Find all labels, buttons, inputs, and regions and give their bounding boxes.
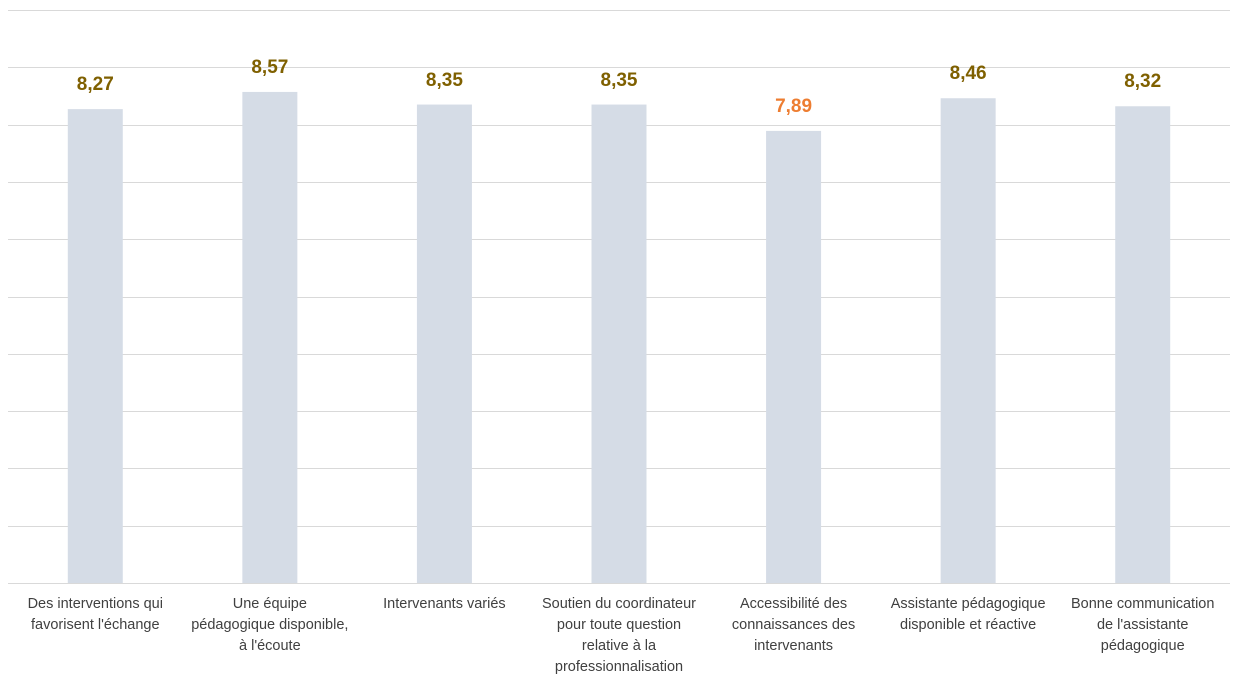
category-label-line: professionnalisation bbox=[554, 659, 684, 675]
bar bbox=[1115, 106, 1171, 583]
data-label: 8,32 bbox=[1124, 71, 1162, 93]
category-label-line: intervenants bbox=[754, 638, 834, 654]
bar bbox=[416, 104, 472, 584]
data-label: 8,35 bbox=[600, 69, 638, 91]
category-label-line: de l'assistante bbox=[1096, 617, 1189, 633]
category-label-line: connaissances des bbox=[731, 617, 856, 633]
category-label: Assistante pédagogique disponible et réac… bbox=[882, 594, 1054, 636]
category-label: Des interventions qui favorisent l'échang… bbox=[9, 594, 181, 636]
category-label: Une équipe pédagogique disponible, à l'éco… bbox=[184, 594, 356, 657]
category-label: Bonne communication de l'assistante pédago… bbox=[1057, 594, 1229, 657]
category-label: Soutien du coordinateur pour toute questi… bbox=[533, 594, 705, 678]
category-label-line: Des interventions qui bbox=[27, 596, 163, 612]
category-label-line: Assistante pédagogique bbox=[890, 596, 1046, 612]
category-label-line: Intervenants variés bbox=[383, 596, 506, 612]
category-label-line: pédagogique bbox=[1100, 638, 1185, 654]
data-label: 8,46 bbox=[949, 63, 987, 85]
category-label-line: Accessibilité des bbox=[739, 596, 848, 612]
bar bbox=[67, 109, 123, 583]
category-label-line: relative à la bbox=[581, 638, 657, 654]
category-label-line: à l'écoute bbox=[239, 638, 301, 654]
bar bbox=[940, 98, 996, 583]
data-label: 7,89 bbox=[775, 95, 813, 117]
category-label-line: favorisent l'échange bbox=[31, 617, 160, 633]
bar bbox=[766, 130, 822, 583]
data-label: 8,57 bbox=[251, 56, 289, 78]
data-label: 8,27 bbox=[76, 74, 114, 96]
category-label-line: Une équipe bbox=[232, 596, 307, 612]
data-label: 8,35 bbox=[425, 69, 463, 91]
category-label: Accessibilité des connaissances des interv… bbox=[708, 594, 880, 657]
bar bbox=[591, 104, 647, 584]
category-label-line: Soutien du coordinateur bbox=[542, 596, 696, 612]
category-label-line: pour toute question bbox=[556, 617, 682, 633]
category-label-line: disponible et réactive bbox=[900, 617, 1037, 633]
category-label-line: Bonne communication bbox=[1070, 596, 1215, 612]
category-label: Intervenants variés bbox=[358, 594, 530, 615]
category-label-line: pédagogique disponible, bbox=[191, 617, 349, 633]
bar bbox=[242, 91, 298, 584]
